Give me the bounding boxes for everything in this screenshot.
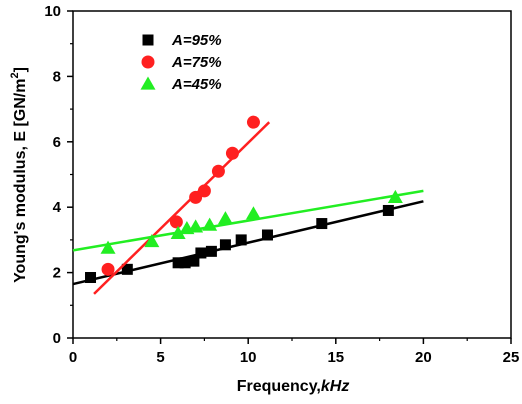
data-point-square [205, 245, 217, 257]
data-point-square [172, 257, 184, 269]
series-square [72, 200, 424, 286]
axes: 0 5 10 15 20 25 0 2 4 6 8 10 [44, 3, 519, 366]
legend-marker-square [142, 34, 154, 46]
data-point-triangle [217, 211, 233, 225]
data-point-circle [169, 215, 183, 229]
data-point-triangle [144, 234, 160, 248]
x-tick-label: 15 [327, 349, 344, 366]
y-tick-label: 6 [53, 134, 61, 151]
x-tick-label: 0 [69, 349, 77, 366]
axis-titles: Frequency,kHz Young's modulus, E [GN/m2] [9, 67, 349, 395]
data-point-circle [225, 146, 239, 160]
data-point-square [179, 257, 191, 269]
data-point-square [85, 272, 97, 284]
x-tick-label: 10 [240, 349, 257, 366]
data-marks [72, 115, 424, 295]
y-tick-label: 2 [53, 265, 61, 282]
data-point-circle [246, 115, 260, 129]
y-tick-label: 8 [53, 68, 61, 85]
data-point-square [188, 255, 200, 267]
data-point-triangle [245, 206, 261, 220]
data-point-square [219, 239, 231, 251]
data-point-square [382, 204, 394, 216]
y-tick-label: 0 [53, 330, 61, 347]
y-tick-label: 10 [44, 3, 61, 20]
fit-line-circle [93, 121, 271, 295]
series-circle [93, 115, 271, 295]
data-point-circle [197, 184, 211, 198]
legend: A=95% A=75% A=45% [140, 32, 222, 93]
data-point-triangle [100, 240, 116, 254]
x-axis-title-text: Frequency, [237, 378, 321, 395]
data-point-square [235, 234, 247, 246]
y-axis-title-superscript: 2 [9, 72, 21, 78]
legend-label-triangle: A=45% [171, 76, 222, 93]
y-tick-label: 4 [53, 199, 62, 216]
data-point-triangle [202, 217, 218, 231]
legend-label-square: A=95% [171, 32, 222, 49]
plot-area [72, 10, 512, 339]
data-point-triangle [387, 189, 403, 204]
data-point-square [316, 218, 328, 230]
legend-marker-circle [141, 55, 155, 69]
data-point-triangle [170, 225, 186, 239]
x-tick-label: 5 [156, 349, 164, 366]
fit-line-triangle [72, 189, 424, 252]
series-triangle [72, 189, 424, 254]
data-point-square [261, 229, 273, 241]
data-point-triangle [188, 219, 204, 233]
plot-frame [72, 10, 512, 339]
data-point-circle [101, 262, 115, 276]
x-axis-title-unit: kHz [321, 378, 349, 395]
legend-label-circle: A=75% [171, 54, 222, 71]
data-point-circle [211, 164, 225, 178]
data-point-square [121, 263, 133, 275]
y-axis-title-text: Young's modulus, E [GN/m [12, 79, 29, 283]
data-point-square [195, 247, 207, 259]
x-tick-label: 25 [503, 349, 520, 366]
y-axis-title: Young's modulus, E [GN/m2] [9, 67, 29, 283]
x-axis-title: Frequency,kHz [237, 378, 350, 395]
x-tick-label: 20 [415, 349, 432, 366]
legend-marker-triangle [140, 76, 156, 90]
y-axis-title-end: ] [12, 67, 29, 72]
